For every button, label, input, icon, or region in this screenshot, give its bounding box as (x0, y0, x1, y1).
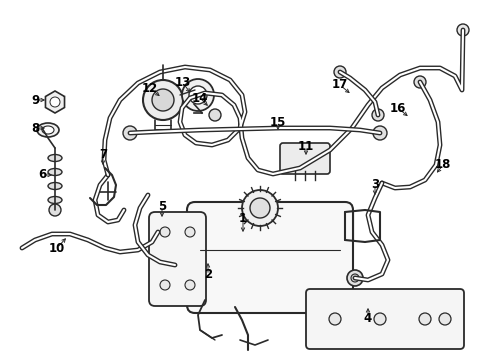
Ellipse shape (48, 154, 62, 162)
Circle shape (333, 66, 346, 78)
Circle shape (189, 86, 206, 104)
Text: 13: 13 (175, 77, 191, 90)
Text: 5: 5 (158, 201, 166, 213)
Circle shape (350, 274, 358, 282)
Circle shape (182, 79, 214, 111)
Circle shape (160, 280, 170, 290)
Circle shape (328, 313, 340, 325)
Circle shape (371, 109, 383, 121)
Text: 2: 2 (203, 269, 212, 282)
Circle shape (49, 204, 61, 216)
Text: 17: 17 (331, 78, 347, 91)
Circle shape (184, 227, 195, 237)
FancyBboxPatch shape (186, 202, 352, 313)
Circle shape (418, 313, 430, 325)
FancyBboxPatch shape (149, 212, 205, 306)
Circle shape (160, 227, 170, 237)
Text: 10: 10 (49, 242, 65, 255)
Circle shape (142, 80, 183, 120)
Text: 9: 9 (31, 94, 39, 107)
Text: 16: 16 (389, 102, 406, 114)
Circle shape (123, 126, 137, 140)
FancyBboxPatch shape (305, 289, 463, 349)
Circle shape (373, 313, 385, 325)
Ellipse shape (48, 183, 62, 189)
Ellipse shape (37, 123, 59, 137)
Text: 11: 11 (297, 140, 313, 153)
Text: 3: 3 (370, 177, 378, 190)
Circle shape (456, 24, 468, 36)
Circle shape (242, 190, 278, 226)
Circle shape (249, 198, 269, 218)
Text: 1: 1 (239, 211, 246, 225)
Text: 6: 6 (38, 168, 46, 181)
Text: 4: 4 (363, 311, 371, 324)
Text: 7: 7 (99, 148, 107, 162)
Ellipse shape (48, 168, 62, 175)
Text: 14: 14 (191, 91, 208, 104)
Ellipse shape (42, 126, 54, 134)
Circle shape (372, 126, 386, 140)
Circle shape (413, 76, 425, 88)
Ellipse shape (48, 197, 62, 203)
Circle shape (208, 109, 221, 121)
Circle shape (50, 97, 60, 107)
Text: 18: 18 (434, 158, 450, 171)
Circle shape (346, 270, 362, 286)
Text: 12: 12 (142, 81, 158, 94)
Circle shape (438, 313, 450, 325)
Text: 15: 15 (269, 117, 285, 130)
Text: 8: 8 (31, 122, 39, 135)
Polygon shape (45, 91, 64, 113)
Circle shape (184, 280, 195, 290)
Circle shape (152, 89, 174, 111)
FancyBboxPatch shape (280, 143, 329, 174)
